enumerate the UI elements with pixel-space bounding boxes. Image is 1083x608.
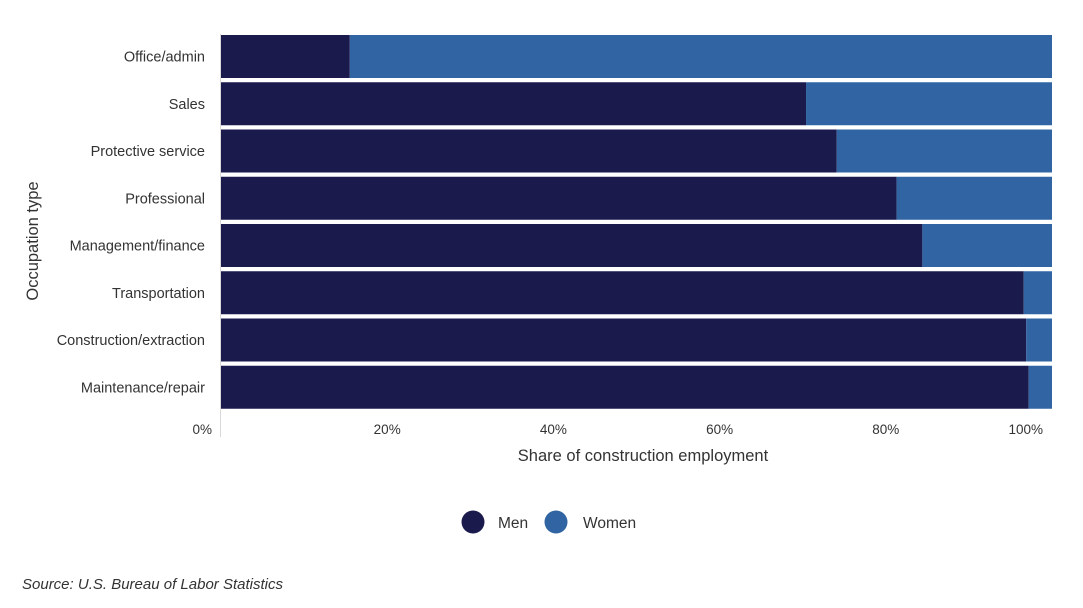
bar-women-management-finance [922, 224, 1052, 267]
category-label: Management/finance [70, 239, 205, 255]
category-label: Protective service [91, 144, 205, 160]
bar-men-protective-service [221, 129, 837, 173]
x-axis-title: Share of construction employment [518, 447, 769, 465]
bar-women-sales [806, 82, 1052, 126]
category-labels: Office/admin Sales Protective service Profe… [57, 50, 205, 397]
bar-men-professional [221, 176, 897, 220]
bar-women-transportation [1023, 271, 1052, 315]
x-tick-label: 80% [872, 422, 899, 437]
legend-label-men: Men [498, 515, 528, 532]
bar-women-maintenance-repair [1028, 365, 1052, 409]
x-tick-label: 20% [374, 422, 401, 437]
category-label: Maintenance/repair [81, 380, 205, 396]
category-label: Construction/extraction [57, 333, 205, 349]
category-label: Professional [125, 191, 205, 207]
bar-men-sales [221, 82, 807, 126]
bar-men-office-admin [221, 35, 350, 78]
legend: Men Women [461, 510, 636, 534]
x-tick-labels: 0% 20% 40% 60% 80% 100% [192, 422, 1043, 437]
bar-men-transportation [221, 271, 1024, 315]
category-label: Transportation [112, 286, 205, 302]
category-label: Office/admin [124, 50, 205, 66]
bar-women-professional [896, 176, 1052, 220]
bar-men-maintenance-repair [221, 365, 1029, 409]
bar-women-office-admin [349, 35, 1052, 78]
bar-men-management-finance [221, 224, 923, 267]
bar-men-construction-extraction [221, 318, 1027, 362]
category-label: Sales [169, 97, 205, 113]
y-axis-title: Occupation type [24, 181, 42, 300]
x-tick-label: 40% [540, 422, 567, 437]
x-tick-label: 0% [192, 422, 212, 437]
legend-swatch-men [461, 510, 485, 534]
bar-women-construction-extraction [1026, 318, 1052, 362]
legend-label-women: Women [583, 515, 636, 532]
bars-layer [221, 35, 1052, 409]
source-note: Source: U.S. Bureau of Labor Statistics [22, 576, 283, 593]
bar-women-protective-service [836, 129, 1052, 173]
x-tick-label: 60% [706, 422, 733, 437]
legend-swatch-women [544, 510, 568, 534]
x-tick-label: 100% [1008, 422, 1043, 437]
